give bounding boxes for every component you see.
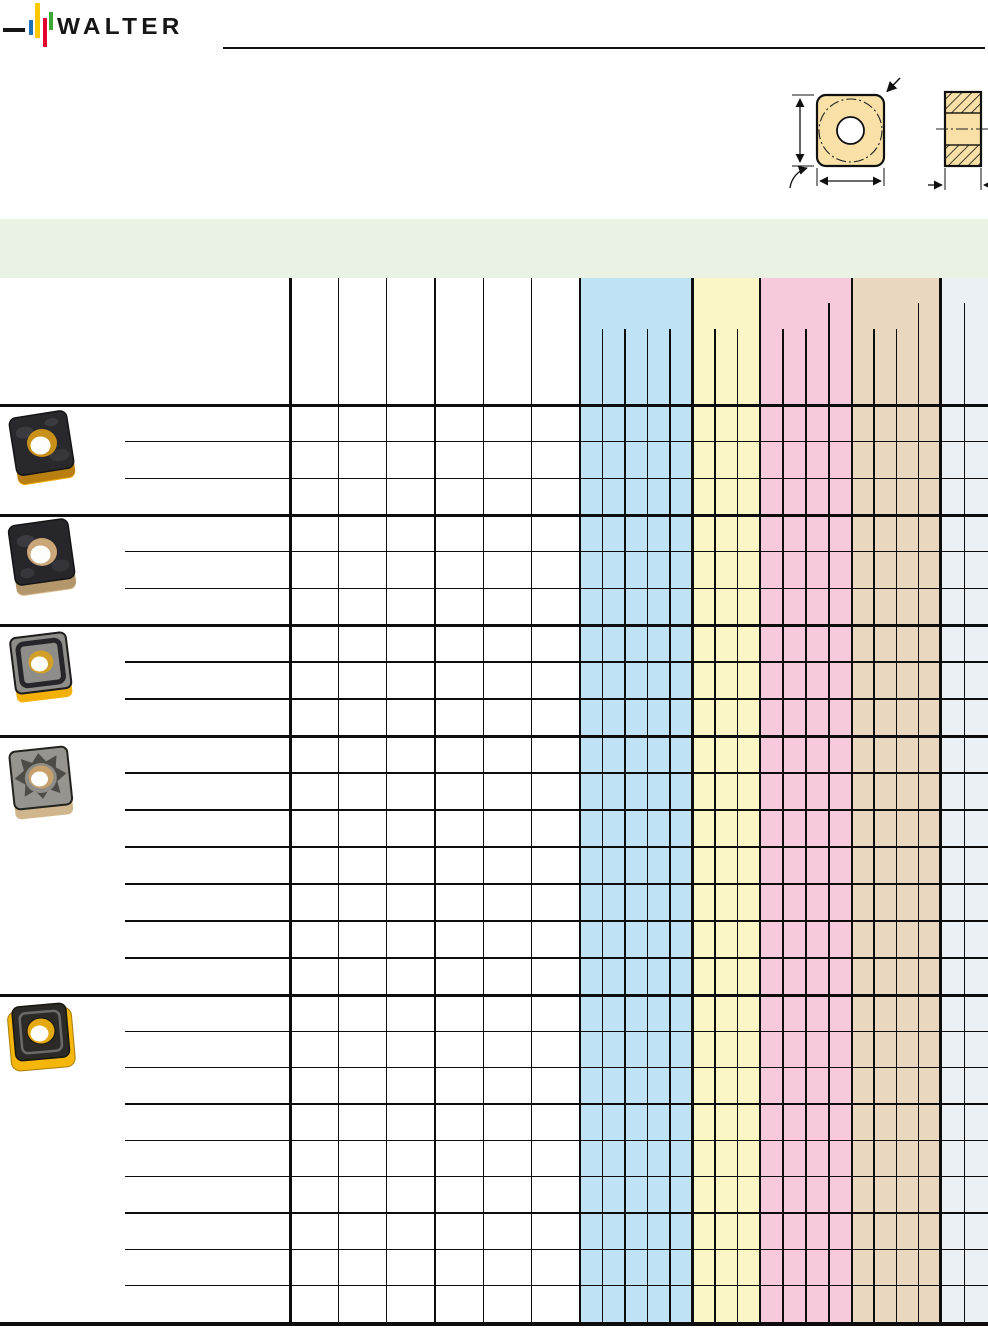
insert-side-view-drawing (928, 90, 988, 190)
logo-dash-icon (3, 28, 25, 32)
row-divider (125, 1175, 988, 1178)
grid-vline (482, 278, 485, 1326)
row-divider (125, 1284, 988, 1287)
grid-vline (434, 278, 436, 1326)
row-divider (125, 1212, 988, 1214)
section-title-band (0, 219, 988, 278)
row-divider (125, 1248, 988, 1251)
column-fill-blue-group (580, 278, 693, 1326)
row-divider (125, 1103, 988, 1105)
sub-column-divider (646, 329, 649, 1326)
logo-blue-bar-icon (29, 20, 33, 35)
row-divider (125, 1030, 988, 1033)
row-divider (125, 957, 988, 959)
group-divider (0, 403, 988, 407)
column-fill-yellow-group (692, 278, 760, 1326)
row-divider (125, 1066, 988, 1069)
logo-green-bar-icon (48, 12, 53, 30)
sub-column-divider (601, 329, 604, 1326)
sub-column-divider (736, 329, 739, 1326)
logo-red-bar-icon (42, 18, 47, 47)
table-bottom-border (0, 1322, 988, 1326)
row-divider (125, 1139, 988, 1142)
insert-technical-drawing (789, 77, 988, 190)
column-group-border (939, 278, 942, 1326)
sub-column-divider (669, 329, 671, 1326)
column-group-border (758, 278, 762, 1326)
group-divider (0, 993, 988, 997)
insert-black-top-sand-base (7, 518, 77, 596)
insert-gold-body-black-top (7, 1002, 76, 1072)
grid-vline (385, 278, 388, 1326)
insert-frame-chipbreaker-gold-base (9, 631, 73, 703)
grid-vline (530, 278, 533, 1326)
walter-logo: WALTER (0, 0, 220, 60)
group-divider (0, 513, 988, 517)
sub-column-divider (714, 329, 716, 1326)
column-group-border (578, 278, 582, 1326)
sub-column-divider (917, 303, 920, 1326)
row-divider (125, 809, 988, 811)
row-divider (125, 698, 988, 700)
sub-column-divider (828, 303, 830, 1326)
sub-column-divider (805, 329, 807, 1326)
sub-column-divider (963, 303, 965, 1326)
sub-column-divider (873, 329, 875, 1326)
column-group-border (850, 278, 854, 1326)
description-column-border (288, 278, 292, 1326)
insert-front-view-drawing (789, 77, 901, 189)
row-divider (125, 550, 988, 553)
row-divider (125, 920, 988, 922)
logo-yellow-bar-icon (35, 3, 40, 38)
insert-star-chipbreaker-sand-base (8, 745, 74, 820)
sub-column-divider (624, 329, 626, 1326)
row-divider (125, 846, 988, 848)
logo-text: WALTER (57, 13, 184, 39)
group-divider (0, 623, 988, 627)
group-divider (0, 734, 988, 738)
grid-vline (337, 278, 340, 1326)
column-group-border (691, 278, 694, 1326)
row-divider (125, 440, 988, 443)
row-divider (125, 587, 988, 590)
row-divider (125, 477, 988, 480)
row-divider (125, 661, 988, 663)
header-rule (223, 47, 985, 49)
sub-column-divider (895, 329, 897, 1326)
row-divider (125, 772, 988, 774)
insert-black-top-gold-base (8, 410, 76, 486)
sub-column-divider (782, 329, 784, 1326)
row-divider (125, 883, 988, 885)
